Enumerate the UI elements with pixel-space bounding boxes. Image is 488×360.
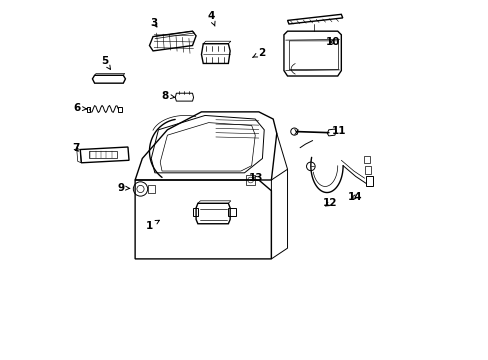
Bar bbox=[147, 185, 155, 193]
Text: 14: 14 bbox=[347, 192, 362, 202]
Text: 6: 6 bbox=[73, 103, 86, 113]
Text: 10: 10 bbox=[325, 37, 340, 47]
Bar bbox=[118, 107, 122, 112]
Bar bbox=[365, 176, 372, 186]
Text: 5: 5 bbox=[101, 56, 110, 69]
Text: 4: 4 bbox=[207, 11, 215, 26]
Bar bbox=[88, 150, 117, 158]
Text: 7: 7 bbox=[72, 143, 80, 153]
Text: 9: 9 bbox=[117, 183, 130, 193]
Text: 12: 12 bbox=[322, 198, 336, 208]
Text: 11: 11 bbox=[332, 126, 346, 135]
Text: 3: 3 bbox=[150, 18, 158, 28]
Bar bbox=[363, 156, 369, 163]
Bar bbox=[86, 107, 90, 112]
Text: 13: 13 bbox=[248, 173, 263, 183]
Bar bbox=[364, 166, 370, 174]
Text: 8: 8 bbox=[161, 91, 174, 101]
Text: 2: 2 bbox=[252, 48, 265, 58]
Text: 1: 1 bbox=[145, 220, 159, 231]
Bar bbox=[246, 175, 255, 185]
